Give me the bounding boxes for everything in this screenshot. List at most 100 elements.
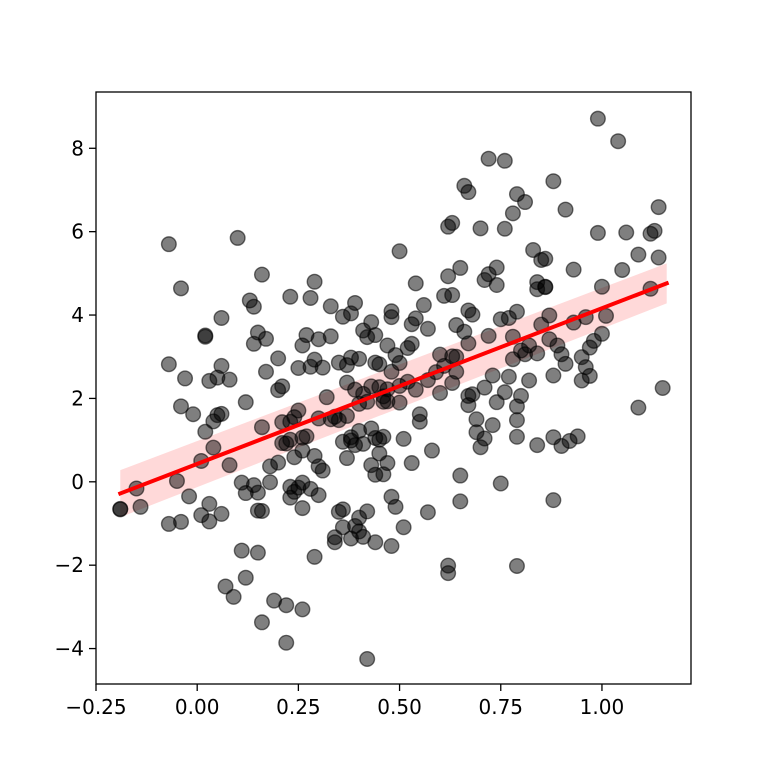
scatter-point [476, 430, 493, 447]
scatter-point [581, 367, 598, 384]
scatter-points [112, 110, 671, 667]
scatter-point [521, 372, 538, 389]
x-tick-label: 1.00 [580, 695, 625, 719]
scatter-point [294, 500, 311, 517]
scatter-point [492, 475, 509, 492]
y-tick-label: 6 [71, 220, 84, 244]
scatter-point [201, 513, 218, 530]
scatter-point [112, 500, 129, 517]
scatter-point [306, 273, 323, 290]
scatter-point [496, 220, 513, 237]
y-tick-label: 4 [71, 303, 84, 327]
scatter-point [132, 498, 149, 515]
scatter-point [262, 474, 279, 491]
scatter-point [278, 634, 295, 651]
scatter-point [302, 289, 319, 306]
scatter-point [359, 650, 376, 667]
scatter-point [545, 492, 562, 509]
scatter-point [488, 259, 505, 276]
scatter-point [253, 419, 270, 436]
scatter-point [387, 498, 404, 515]
scatter-point [278, 597, 295, 614]
scatter-point [593, 325, 610, 342]
scatter-point [654, 380, 671, 397]
scatter-point [419, 504, 436, 521]
scatter-point [452, 467, 469, 484]
scatter-point [253, 614, 270, 631]
scatter-point [233, 542, 250, 559]
scatter-point [403, 455, 420, 472]
plot-frame [95, 91, 692, 685]
scatter-point [504, 205, 521, 222]
scatter-point [415, 297, 432, 314]
scatter-point [185, 406, 202, 423]
scatter-point [310, 487, 327, 504]
scatter-point [367, 327, 384, 344]
scatter-point [217, 578, 234, 595]
scatter-point [351, 350, 368, 367]
x-tick-label: −0.25 [65, 695, 126, 719]
scatter-point [172, 280, 189, 297]
scatter-point [334, 501, 351, 518]
scatter-point [314, 462, 331, 479]
scatter-point [375, 428, 392, 445]
scatter-point [589, 110, 606, 127]
scatter-point [513, 387, 530, 404]
scatter-point [593, 278, 610, 295]
scatter-point [432, 385, 449, 402]
scatter-point [395, 519, 412, 536]
scatter-point [529, 345, 546, 362]
scatter-point [630, 399, 647, 416]
scatter-point [508, 428, 525, 445]
scatter-point [614, 262, 631, 279]
x-tick-label: 0.50 [377, 695, 422, 719]
scatter-point [237, 569, 254, 586]
scatter-point [322, 328, 339, 345]
scatter-point [237, 394, 254, 411]
y-axis-ticks: −4 −2 0 2 4 6 8 [55, 136, 96, 661]
scatter-point [407, 381, 424, 398]
scatter-point [407, 310, 424, 327]
scatter-point [650, 249, 667, 266]
scatter-point [383, 303, 400, 320]
scatter-point [537, 278, 554, 295]
scatter-point [391, 394, 408, 411]
scatter-point [464, 306, 481, 323]
scatter-point [403, 335, 420, 352]
scatter-point [444, 214, 461, 231]
scatter-point [205, 439, 222, 456]
scatter-point [245, 298, 262, 315]
scatter-point [541, 307, 558, 324]
scatter-point [569, 428, 586, 445]
regression-line [117, 280, 670, 497]
scatter-point [488, 277, 505, 294]
scatter-point [326, 534, 343, 551]
scatter-point [391, 354, 408, 371]
scatter-point [464, 386, 481, 403]
scatter-point [589, 224, 606, 241]
scatter-point [407, 275, 424, 292]
scatter-point [213, 505, 230, 522]
scatter-point [440, 557, 457, 574]
scatter-point [347, 294, 364, 311]
scatter-point [391, 243, 408, 260]
scatter-point [379, 455, 396, 472]
scatter-point [274, 378, 291, 395]
scatter-point [545, 367, 562, 384]
y-tick-label: 8 [71, 136, 84, 160]
scatter-point [282, 288, 299, 305]
scatter-point [225, 588, 242, 605]
scatter-point [258, 363, 275, 380]
scatter-point [249, 544, 266, 561]
scatter-point [460, 335, 477, 352]
scatter-point [322, 298, 339, 315]
scatter-point [419, 320, 436, 337]
scatter-point [468, 411, 485, 428]
scatter-point [610, 133, 627, 150]
scatter-point [338, 407, 355, 424]
scatter-point [201, 495, 218, 512]
scatter-point [298, 428, 315, 445]
y-tick-label: −4 [55, 637, 84, 661]
scatter-point [545, 173, 562, 190]
scatter-point [253, 502, 270, 519]
